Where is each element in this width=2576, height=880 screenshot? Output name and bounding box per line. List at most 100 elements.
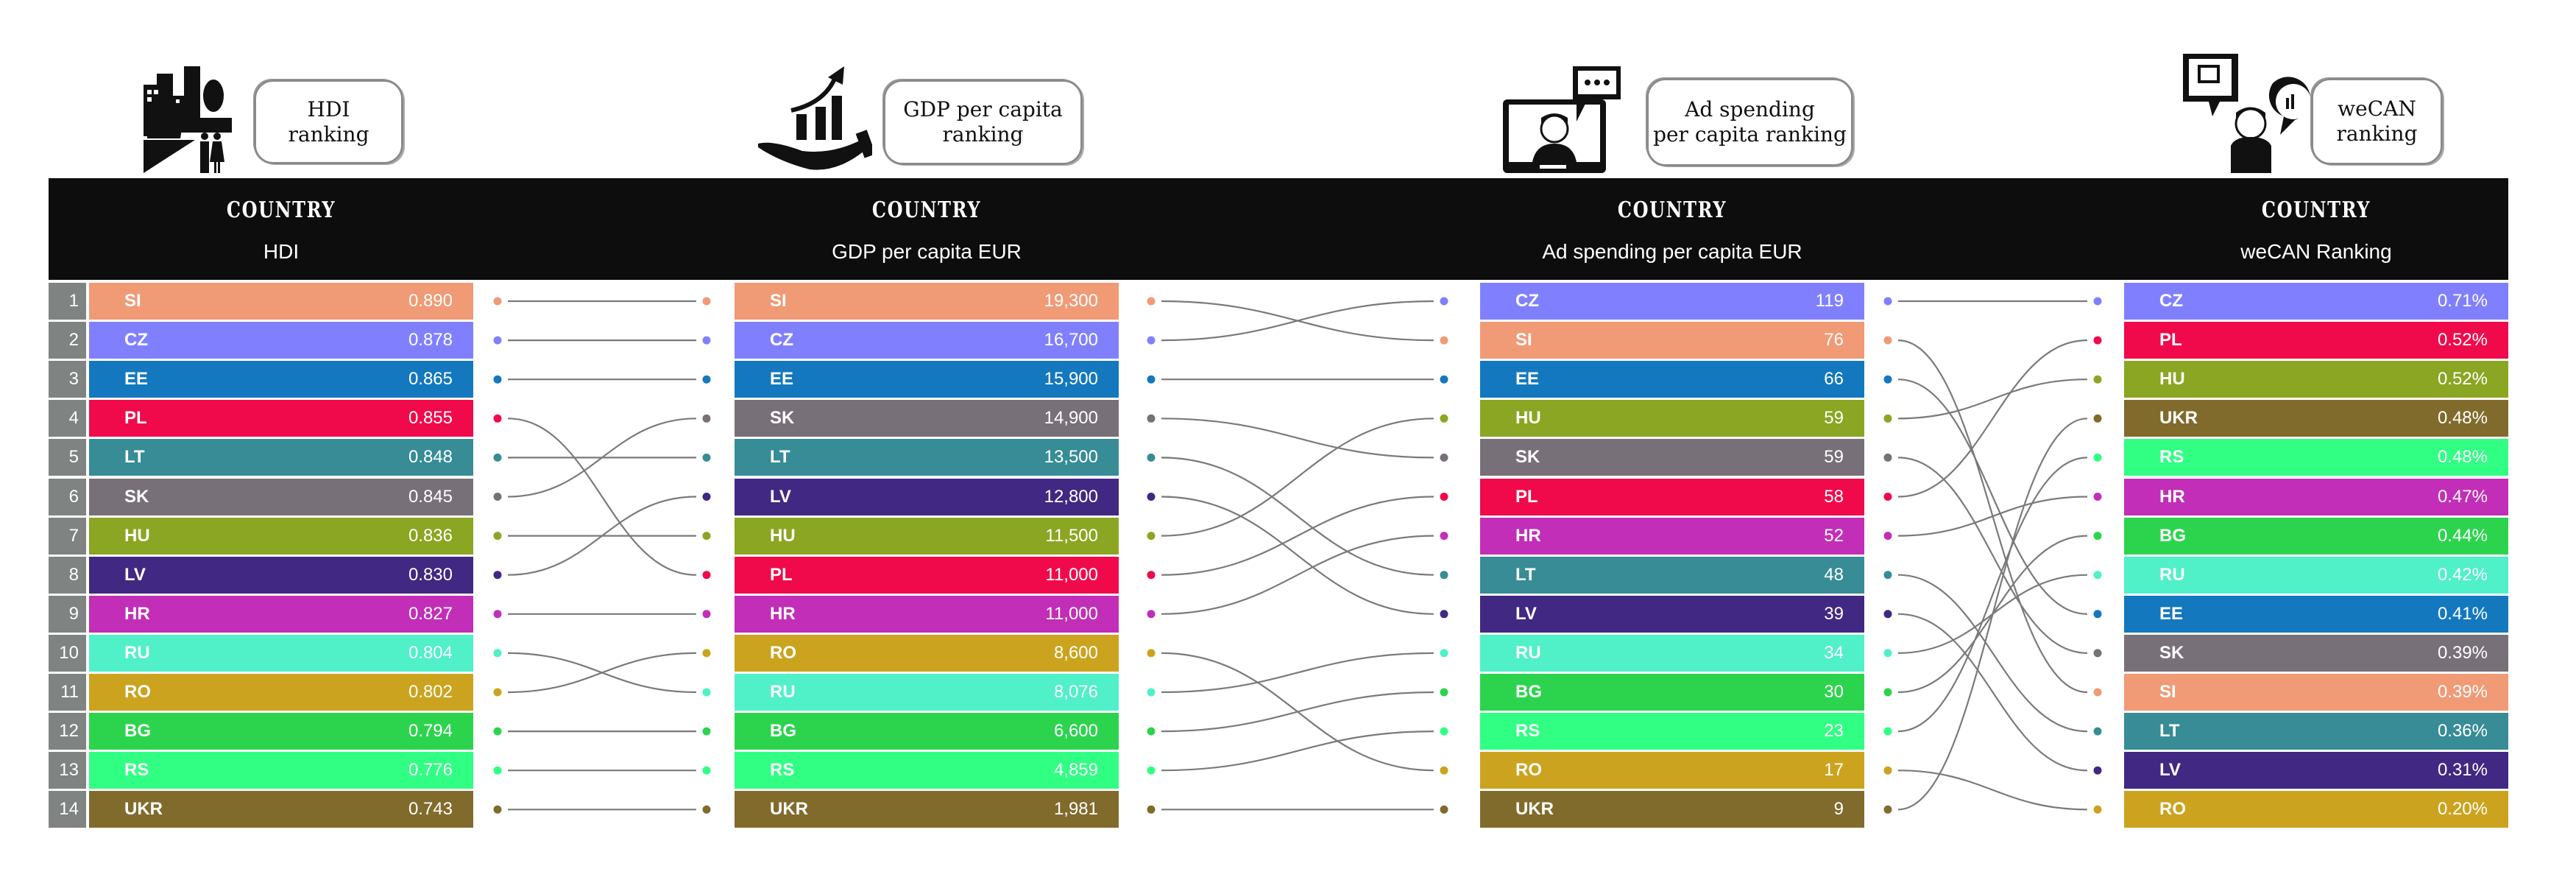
metric-heading: GDP per capita EUR — [832, 240, 1022, 263]
column-header: COUNTRY Ad spending per capita EUR — [1480, 178, 1864, 280]
rank-number: 2 — [49, 322, 86, 359]
country-code: CZ — [2159, 291, 2183, 311]
country-bar: RU 34 — [1480, 634, 1864, 672]
ranking-badge: HDI ranking — [254, 80, 403, 164]
country-bar: LV 0.830 — [89, 556, 473, 594]
country-heading: COUNTRY — [871, 197, 982, 223]
metric-value: 19,300 — [1044, 291, 1098, 311]
country-code: RU — [2159, 564, 2185, 585]
rank-dot-UKR — [1883, 805, 1892, 814]
rank-link-PL — [1161, 496, 1434, 576]
rank-number: 7 — [49, 517, 86, 555]
rank-dot-CZ — [1147, 336, 1156, 345]
metric-value: 76 — [1824, 330, 1844, 351]
rank-dot-UKR — [1440, 805, 1448, 814]
country-bar: BG 0.44% — [2124, 517, 2508, 555]
country-bar: CZ 0.71% — [2124, 283, 2508, 320]
metric-value: 59 — [1824, 447, 1844, 468]
rank-dot-LV — [1440, 610, 1448, 619]
country-bar: LV 12,800 — [735, 478, 1119, 515]
country-bar: PL 0.855 — [89, 400, 473, 437]
country-bar: HR 0.47% — [2124, 478, 2508, 515]
rank-dot-HR — [2093, 493, 2102, 501]
country-bar: EE 15,900 — [735, 361, 1119, 398]
metric-value: 0.48% — [2437, 408, 2488, 429]
rank-dot-RS — [2093, 453, 2102, 462]
country-code: UKR — [124, 799, 163, 820]
country-bar: RO 0.802 — [89, 674, 473, 711]
country-heading: COUNTRY — [2261, 197, 2371, 223]
country-code: HR — [2159, 486, 2185, 507]
metric-value: 0.794 — [408, 721, 453, 742]
metric-value: 0.20% — [2437, 799, 2488, 820]
country-bar: RU 8,076 — [735, 674, 1119, 711]
rank-dot-RS — [493, 766, 502, 775]
city-people-icon — [144, 66, 232, 173]
rank-link-LV — [507, 496, 697, 576]
country-code: CZ — [770, 330, 793, 351]
rank-link-LV — [1897, 613, 2088, 772]
metric-value: 119 — [1815, 291, 1844, 311]
rank-number: 1 — [49, 283, 86, 320]
rank-number: 10 — [49, 634, 86, 672]
country-code: SI — [124, 291, 141, 311]
country-code: BG — [2159, 525, 2186, 546]
businessman-speech-icon — [2183, 54, 2311, 173]
country-heading: COUNTRY — [226, 197, 336, 223]
column-header: COUNTRY weCAN Ranking — [2124, 178, 2508, 280]
country-bar: LV 0.31% — [2124, 752, 2508, 789]
country-code: HR — [124, 603, 150, 624]
rank-number: 11 — [49, 674, 86, 711]
metric-value: 0.827 — [408, 603, 453, 624]
metric-value: 34 — [1824, 642, 1844, 663]
rank-dot-EE — [1147, 375, 1156, 384]
country-code: LT — [1515, 564, 1536, 585]
rank-number: 8 — [49, 556, 86, 594]
metric-value: 0.39% — [2437, 642, 2488, 663]
country-bar: HR 11,000 — [735, 595, 1119, 633]
country-bar: BG 0.794 — [89, 713, 473, 750]
rank-dot-RU — [493, 649, 502, 658]
rank-number: 4 — [49, 400, 86, 437]
rank-number: 13 — [49, 752, 86, 789]
rank-dot-RS — [702, 766, 711, 775]
rank-link-EE — [1897, 379, 2088, 615]
rank-dot-CZ — [493, 336, 502, 345]
video-call-person-icon — [1503, 66, 1621, 173]
rank-dot-UKR — [1147, 805, 1156, 814]
metric-value: 58 — [1824, 486, 1844, 507]
country-code: EE — [770, 369, 794, 390]
rank-dot-LT — [702, 453, 711, 462]
country-bar: EE 0.41% — [2124, 595, 2508, 633]
country-code: HU — [770, 525, 796, 546]
rank-dot-PL — [702, 571, 711, 580]
metric-value: 11,000 — [1045, 603, 1098, 624]
metric-value: 0.42% — [2437, 564, 2488, 585]
metric-value: 17 — [1824, 760, 1844, 781]
country-bar: LT 0.848 — [89, 439, 473, 476]
rank-dot-SK — [2093, 649, 2102, 658]
metric-value: 0.39% — [2437, 682, 2488, 702]
rank-link-RO — [507, 652, 697, 694]
metric-value: 0.836 — [408, 525, 453, 546]
country-code: RS — [770, 760, 795, 781]
country-bar: HR 0.827 — [89, 595, 473, 633]
rank-dot-BG — [1147, 727, 1156, 736]
country-code: BG — [124, 721, 151, 742]
column-header: COUNTRY GDP per capita EUR — [735, 178, 1119, 280]
metric-value: 0.848 — [408, 447, 453, 468]
country-code: SI — [1515, 330, 1532, 351]
column-header: COUNTRY HDI — [89, 178, 473, 280]
country-code: EE — [2159, 603, 2184, 624]
metric-value: 0.47% — [2437, 486, 2488, 507]
country-bar: CZ 0.878 — [89, 322, 473, 359]
metric-heading: HDI — [263, 240, 300, 263]
country-code: RU — [770, 682, 796, 702]
country-code: SK — [2159, 642, 2184, 663]
metric-value: 0.890 — [408, 291, 453, 311]
country-code: SK — [124, 486, 149, 507]
ranking-badge: weCAN ranking — [2311, 78, 2443, 165]
rank-dot-RO — [1440, 766, 1448, 775]
country-code: LT — [770, 447, 790, 468]
